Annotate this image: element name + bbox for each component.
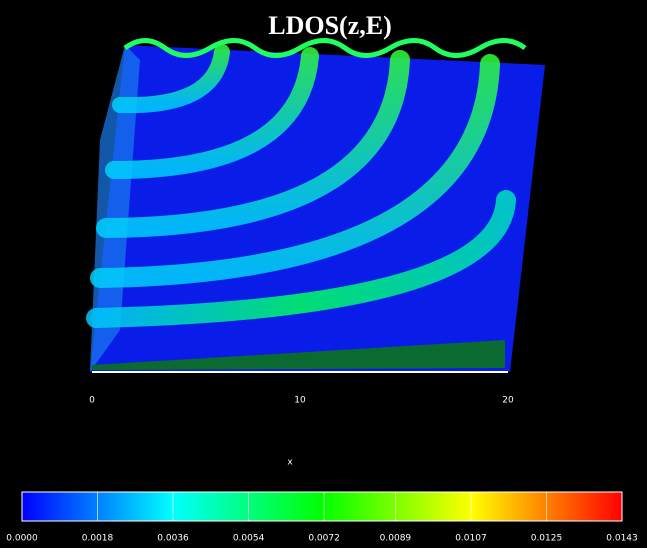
- colorbar-tick-label: 0.0143: [606, 534, 638, 544]
- colorbar-tick-label: 0.0072: [308, 534, 340, 544]
- x-tick-label: 0: [89, 396, 95, 406]
- surface-top: [123, 38, 527, 58]
- ridge: [90, 54, 500, 288]
- colorbar: [21, 491, 623, 522]
- ridge: [96, 50, 410, 238]
- colorbar-tick-label: 0.0054: [233, 534, 265, 544]
- ridge: [105, 47, 319, 179]
- x-axis-label: x: [287, 458, 293, 468]
- colorbar-tick-label: 0.0125: [531, 534, 563, 544]
- surface-base: [90, 45, 545, 372]
- colorbar-tick-label: 0.0000: [6, 534, 38, 544]
- surface: [86, 38, 545, 373]
- colorbar-tick-label: 0.0018: [82, 534, 114, 544]
- x-tick-label: 20: [502, 396, 514, 406]
- surface-edge: [90, 45, 140, 372]
- chart-title: LDOS(z,E): [268, 11, 392, 40]
- colorbar-tick-label: 0.0107: [455, 534, 487, 544]
- ridge: [86, 190, 516, 328]
- surface-front: [92, 340, 505, 370]
- ridge: [112, 44, 230, 114]
- colorbar-tick-label: 0.0036: [157, 534, 189, 544]
- colorbar-tick-label: 0.0089: [380, 534, 412, 544]
- x-tick-label: 10: [294, 396, 306, 406]
